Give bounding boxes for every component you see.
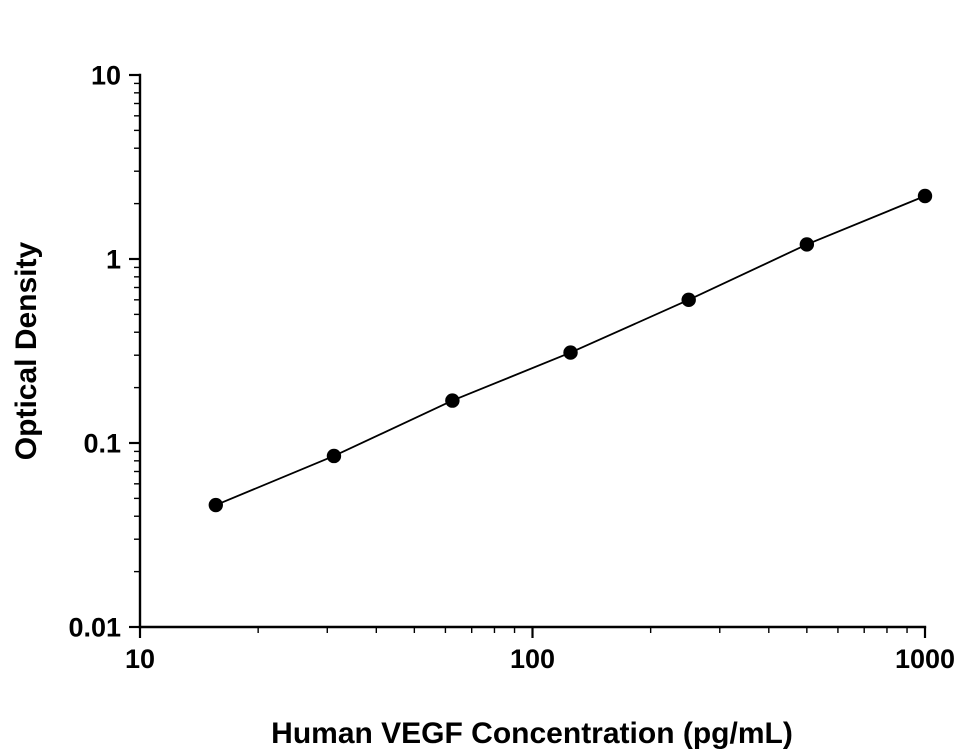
x-tick-label: 10 [125, 644, 155, 674]
data-point [208, 497, 224, 513]
y-tick-label: 1 [106, 245, 121, 275]
data-series [208, 188, 933, 513]
y-tick-label: 0.1 [83, 429, 121, 459]
data-point [681, 292, 696, 308]
axis-tick-labels: 10 100 1000 0.01 0.1 1 10 [68, 61, 955, 674]
data-point [445, 393, 460, 408]
y-axis-title: Optical Density [10, 241, 43, 460]
x-axis-title: Human VEGF Concentration (pg/mL) [271, 717, 793, 750]
x-tick-label: 100 [510, 644, 555, 674]
data-point [799, 237, 815, 252]
data-point [917, 188, 933, 204]
y-tick-label: 0.01 [68, 613, 121, 643]
y-tick-label: 10 [91, 61, 121, 91]
x-tick-label: 1000 [895, 644, 955, 674]
data-point [563, 345, 578, 360]
data-point [326, 448, 342, 464]
axis-ticks [129, 73, 927, 638]
